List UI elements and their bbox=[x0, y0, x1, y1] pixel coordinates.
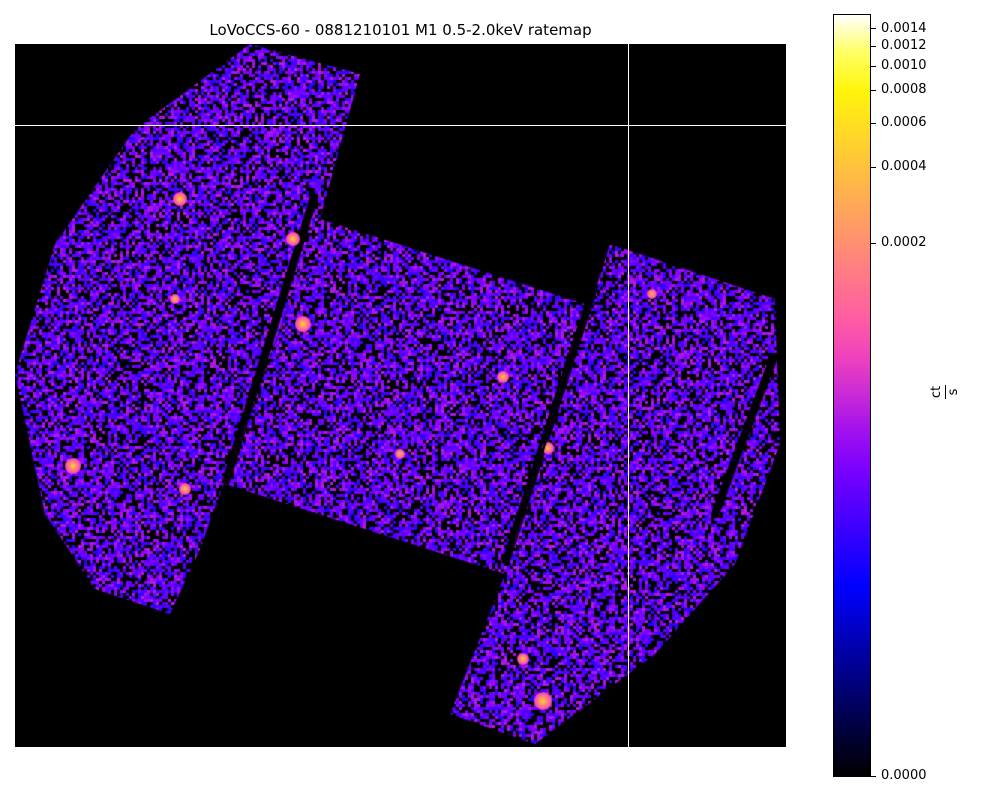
colorbar-tick-label: 0.0000 bbox=[881, 768, 927, 783]
colorbar-unit-numerator: ct bbox=[928, 385, 944, 399]
crosshair-vertical-line bbox=[628, 44, 629, 747]
colorbar-tick bbox=[871, 46, 876, 47]
colorbar-tick bbox=[871, 90, 876, 91]
colorbar-tick-label: 0.0006 bbox=[881, 115, 927, 130]
colorbar-unit-label: ct s bbox=[925, 372, 965, 412]
colorbar bbox=[833, 14, 871, 777]
crosshair-horizontal-line bbox=[15, 125, 786, 126]
colorbar-tick bbox=[871, 123, 876, 124]
colorbar-tick bbox=[871, 66, 876, 67]
colorbar-tick bbox=[871, 167, 876, 168]
colorbar-tick-label: 0.0008 bbox=[881, 82, 927, 97]
colorbar-tick bbox=[871, 28, 876, 29]
colorbar-tick-label: 0.0010 bbox=[881, 58, 927, 73]
colorbar-tick bbox=[871, 243, 876, 244]
plot-title: LoVoCCS-60 - 0881210101 M1 0.5-2.0keV ra… bbox=[209, 21, 592, 39]
ratemap-image bbox=[15, 44, 786, 747]
colorbar-tick-label: 0.0004 bbox=[881, 159, 927, 174]
colorbar-tick-label: 0.0002 bbox=[881, 235, 927, 250]
colorbar-tick-label: 0.0014 bbox=[881, 21, 927, 36]
colorbar-tick bbox=[871, 776, 876, 777]
ratemap-canvas bbox=[15, 44, 786, 747]
colorbar-unit-denominator: s bbox=[945, 388, 961, 396]
colorbar-tick-label: 0.0012 bbox=[881, 38, 927, 53]
